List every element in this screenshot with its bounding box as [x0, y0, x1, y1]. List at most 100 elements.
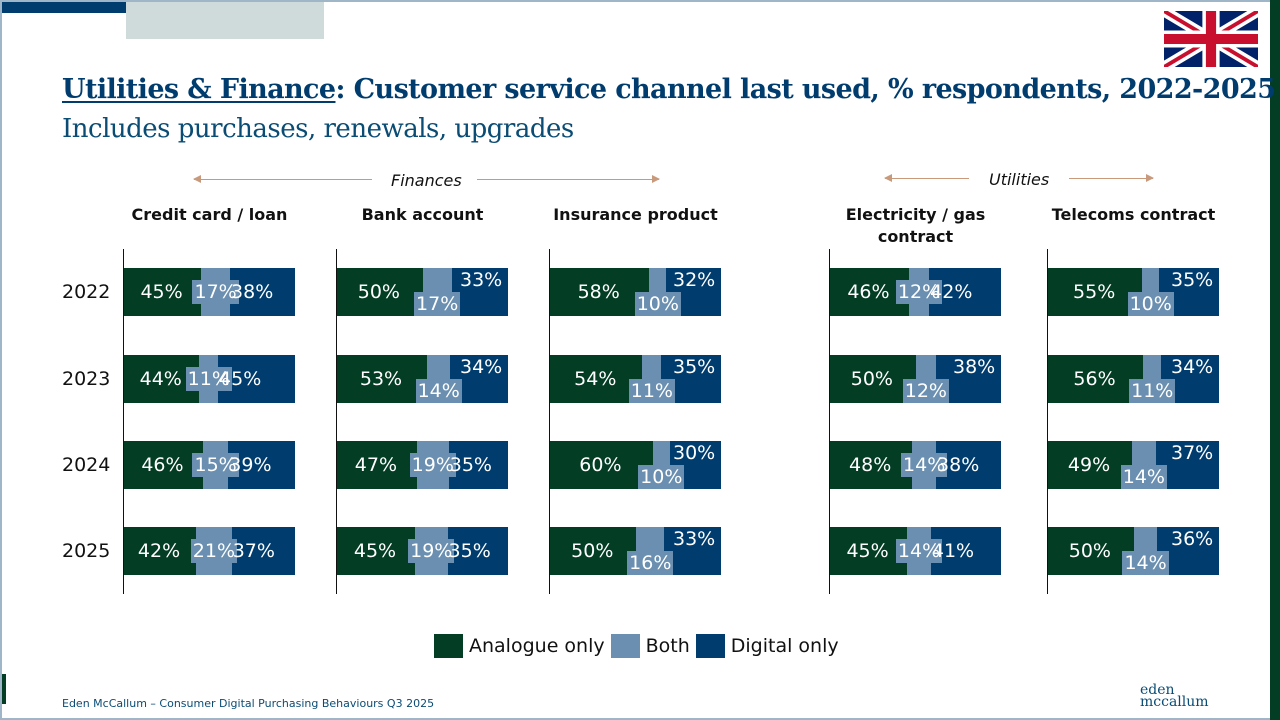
data-label-analogue-0-2025: 42%: [137, 540, 181, 562]
panel-header-2: Insurance product: [553, 205, 718, 224]
data-label-both-0-2023: 11%: [185, 367, 232, 391]
footer-text: Eden McCallum – Consumer Digital Purchas…: [62, 697, 435, 710]
group-label-utilities: Utilities: [989, 170, 1050, 189]
group-label-finances: Finances: [391, 171, 462, 190]
legend-label-digital: Digital only: [730, 635, 839, 657]
bar-analogue-1-2025: [337, 527, 415, 575]
year-label-2025: 2025: [62, 540, 111, 562]
data-label-digital-1-2024: 35%: [449, 454, 492, 476]
right-accent-band: [1270, 0, 1280, 720]
data-label-analogue-3-2025: 45%: [846, 540, 889, 562]
bar-analogue-2-2023: [550, 355, 643, 403]
data-label-analogue-4-2024: 49%: [1067, 454, 1111, 476]
data-label-digital-3-2024: 38%: [937, 454, 980, 476]
bar-analogue-3-2023: [830, 355, 916, 403]
top-accent-bar: [2, 2, 236, 13]
data-label-analogue-0-2024: 46%: [141, 454, 184, 476]
data-label-analogue-1-2025: 45%: [353, 540, 397, 562]
legend-item-analogue: Analogue only: [434, 634, 605, 658]
bar-analogue-1-2023: [337, 355, 427, 403]
data-label-analogue-2-2022: 58%: [577, 281, 620, 303]
data-label-both-4-2023: 11%: [1129, 379, 1176, 403]
data-label-digital-1-2025: 35%: [448, 540, 491, 562]
bar-analogue-0-2022: [124, 268, 201, 316]
bar-digital-0-2025: [231, 527, 295, 575]
data-label-analogue-2-2023: 54%: [574, 368, 617, 390]
data-label-digital-2-2024: 30%: [673, 442, 716, 464]
bar-digital-1-2022: [451, 268, 508, 316]
bar-analogue-3-2022: [830, 268, 909, 316]
data-label-both-3-2023: 12%: [902, 379, 949, 403]
data-label-digital-0-2022: 38%: [231, 281, 274, 303]
slide-frame-bottom: [0, 718, 1280, 720]
panel-axis-0: [123, 249, 124, 594]
data-label-digital-3-2022: 42%: [930, 281, 973, 303]
page-subtitle: Includes purchases, renewals, upgrades: [62, 114, 574, 144]
legend-item-digital: Digital only: [695, 634, 839, 658]
data-label-digital-4-2022: 35%: [1171, 269, 1214, 291]
data-label-digital-2-2023: 35%: [673, 356, 716, 378]
data-label-digital-0-2024: 39%: [229, 454, 272, 476]
data-label-analogue-3-2023: 50%: [850, 368, 893, 390]
data-label-digital-0-2025: 37%: [232, 540, 275, 562]
data-label-analogue-4-2023: 56%: [1073, 368, 1116, 390]
data-label-both-3-2022: 12%: [895, 280, 943, 304]
data-label-both-2-2024: 10%: [638, 465, 685, 489]
data-label-digital-4-2025: 36%: [1171, 528, 1214, 550]
slide-frame-top: [0, 0, 1280, 2]
title-rest: : Customer service channel last used, % …: [335, 74, 1276, 105]
bar-digital-1-2024: [448, 441, 508, 489]
data-label-digital-4-2023: 34%: [1171, 356, 1214, 378]
data-label-analogue-0-2022: 45%: [140, 281, 183, 303]
finances-arrow-left: [193, 175, 372, 183]
year-label-2024: 2024: [62, 454, 111, 476]
data-label-digital-1-2022: 33%: [460, 269, 503, 291]
data-label-analogue-3-2024: 48%: [849, 454, 892, 476]
utilities-arrow-left: [884, 174, 969, 182]
data-label-digital-0-2023: 45%: [219, 368, 262, 390]
finances-arrow-right: [477, 175, 660, 183]
data-label-both-1-2023: 14%: [415, 379, 462, 403]
left-accent-mark: [2, 674, 6, 704]
panel-header-4: Telecoms contract: [1051, 205, 1216, 224]
data-label-analogue-0-2023: 44%: [139, 368, 182, 390]
data-label-both-1-2025: 19%: [408, 539, 455, 563]
bar-analogue-1-2022: [337, 268, 423, 316]
data-label-both-4-2024: 14%: [1120, 465, 1167, 489]
data-label-analogue-1-2023: 53%: [359, 368, 403, 390]
legend-swatch-both: [610, 634, 640, 658]
data-label-analogue-2-2024: 60%: [579, 454, 622, 476]
data-label-analogue-1-2022: 50%: [357, 281, 400, 303]
top-accent-block: [126, 2, 324, 39]
data-label-both-4-2025: 14%: [1122, 551, 1169, 575]
data-label-both-0-2022: 17%: [192, 280, 239, 304]
data-label-analogue-1-2024: 47%: [354, 454, 398, 476]
eden-mccallum-logo: eden mccallum: [1140, 683, 1209, 709]
panel-axis-3: [829, 249, 830, 594]
title-prefix: Utilities & Finance: [62, 74, 336, 105]
data-label-digital-4-2024: 37%: [1171, 442, 1214, 464]
bar-analogue-4-2022: [1048, 268, 1143, 316]
legend-label-analogue: Analogue only: [469, 635, 605, 657]
bar-analogue-0-2025: [124, 527, 196, 575]
panel-header-1: Bank account: [361, 205, 484, 224]
data-label-both-1-2022: 17%: [414, 292, 461, 316]
bar-analogue-0-2024: [124, 441, 203, 489]
bar-analogue-2-2024: [550, 441, 653, 489]
data-label-both-2-2022: 10%: [634, 292, 681, 316]
utilities-arrow-right: [1069, 174, 1154, 182]
slide-frame-left: [0, 0, 2, 720]
data-label-analogue-2-2025: 50%: [571, 540, 614, 562]
legend-label-both: Both: [645, 635, 690, 657]
bar-digital-3-2025: [930, 527, 1001, 575]
data-label-both-2-2025: 16%: [627, 551, 674, 575]
panel-axis-4: [1047, 249, 1048, 594]
bar-digital-0-2024: [228, 441, 295, 489]
data-label-digital-2-2025: 33%: [673, 528, 716, 550]
bar-digital-2-2025: [664, 527, 721, 575]
year-label-2023: 2023: [62, 368, 111, 390]
data-label-digital-2-2022: 32%: [673, 269, 716, 291]
legend-swatch-digital: [695, 634, 725, 658]
data-label-both-0-2024: 15%: [192, 453, 239, 477]
panel-header-3: Electricity / gas contract: [845, 205, 986, 246]
